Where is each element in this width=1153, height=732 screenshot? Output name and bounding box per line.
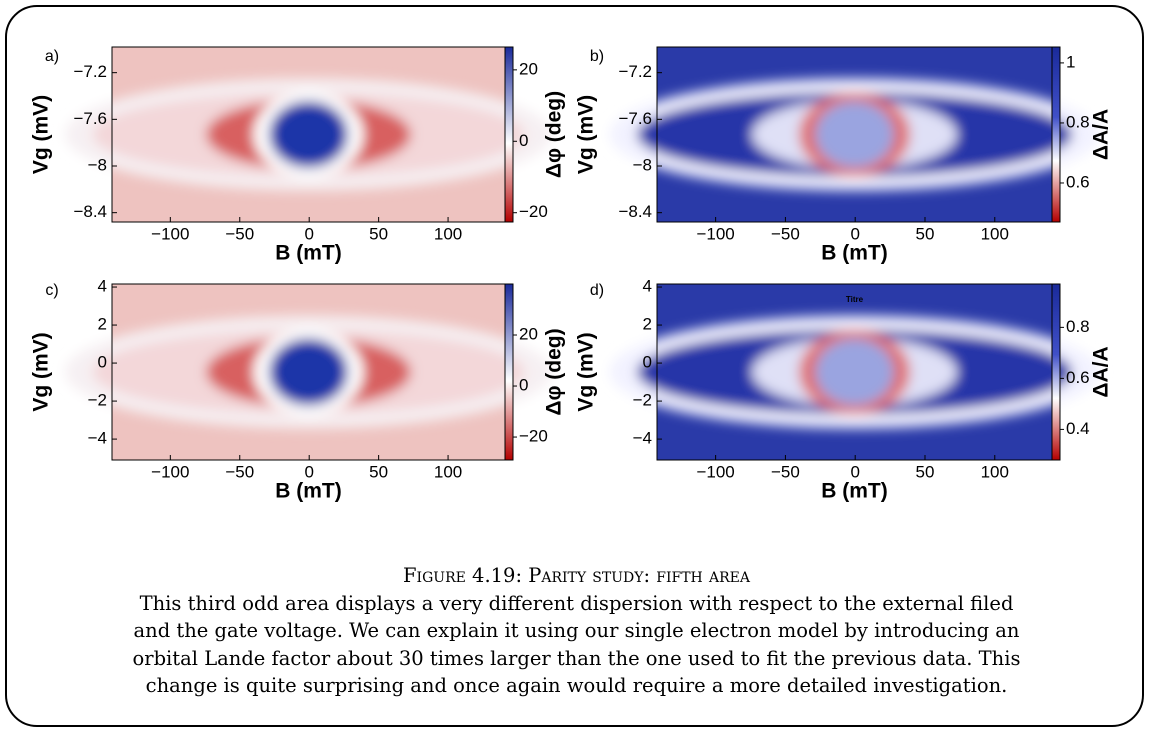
colorbar <box>504 283 514 461</box>
y-tick-label: 4 <box>98 277 107 296</box>
x-tick-label: −50 <box>225 224 254 243</box>
colorbar-label: Δφ (deg) <box>543 328 566 415</box>
x-axis-label: B (mT) <box>275 242 342 265</box>
y-tick-label: 2 <box>98 315 107 334</box>
x-tick-label: 0 <box>850 224 859 243</box>
colorbar-label: ΔA/A <box>1090 109 1113 160</box>
heatmap-center <box>269 338 348 406</box>
colorbar-tick-label: 0 <box>519 376 528 395</box>
y-tick-label: −7.6 <box>618 109 652 128</box>
panel-label: d) <box>590 282 604 299</box>
x-tick-label: 50 <box>369 462 388 481</box>
colorbar <box>1051 283 1061 461</box>
y-tick-label: −4 <box>88 429 107 448</box>
heatmap-center <box>815 338 894 406</box>
colorbar-tick-label: 1 <box>1066 52 1075 71</box>
panel: d) Titre −100 −50 0 50 100 4 2 0 −2 −4 B (mT) Vg (mV)… <box>575 277 1113 503</box>
y-tick-label: −8 <box>633 155 652 174</box>
panel-label: b) <box>590 48 604 65</box>
x-tick-label: 0 <box>304 224 313 243</box>
y-tick-label: −4 <box>633 429 652 448</box>
colorbar-tick-label: 0.4 <box>1066 419 1090 438</box>
x-tick-label: −50 <box>771 224 800 243</box>
figure: a)−100 −50 0 50 100−7.2−7.6−8−8.4B (mT)Vg (m… <box>30 46 1113 503</box>
y-tick-label: 0 <box>98 353 107 372</box>
y-tick-label: −8 <box>88 155 107 174</box>
x-tick-label: 50 <box>916 224 935 243</box>
y-tick-label: −2 <box>88 391 107 410</box>
heatmap-art <box>64 78 553 191</box>
y-tick-label: 2 <box>643 315 652 334</box>
x-tick-label: 0 <box>850 462 859 481</box>
y-tick-label: −8.4 <box>618 202 652 221</box>
panel-label: c) <box>45 282 58 299</box>
x-tick-label: 50 <box>916 462 935 481</box>
x-axis-label: B (mT) <box>821 480 888 503</box>
y-tick-label: −7.2 <box>73 62 107 81</box>
colorbar-tick-label: −20 <box>519 427 548 446</box>
heatmap-center <box>269 101 348 168</box>
heatmap-art <box>609 315 1100 429</box>
y-tick-label: −7.6 <box>73 109 107 128</box>
x-tick-label: −100 <box>151 224 189 243</box>
x-tick-label: 100 <box>981 462 1009 481</box>
x-tick-label: 0 <box>304 462 313 481</box>
panel-label: a) <box>45 48 59 65</box>
x-tick-label: −100 <box>696 224 734 243</box>
y-axis-label: Vg (mV) <box>575 332 598 411</box>
y-tick-label: −7.2 <box>618 62 652 81</box>
colorbar-tick-label: −20 <box>519 202 548 221</box>
plot-title: Titre <box>846 295 864 304</box>
y-tick-label: −8.4 <box>73 202 107 221</box>
heatmap-art <box>609 78 1100 191</box>
x-tick-label: 100 <box>434 462 462 481</box>
colorbar-tick-label: 0.6 <box>1066 368 1090 387</box>
colorbar-tick-label: 0.6 <box>1066 172 1090 191</box>
x-tick-label: 100 <box>981 224 1009 243</box>
x-tick-label: −50 <box>771 462 800 481</box>
x-tick-label: −50 <box>225 462 254 481</box>
y-tick-label: 0 <box>643 353 652 372</box>
colorbar-tick-label: 0 <box>519 131 528 150</box>
colorbar-tick-label: 0.8 <box>1066 317 1090 336</box>
frame <box>5 5 1144 727</box>
caption: Figure 4.19: Parity study: fifth area Thi… <box>130 562 1023 700</box>
caption-title: Figure 4.19: Parity study: fifth area <box>403 564 750 587</box>
y-tick-label: 4 <box>643 277 652 296</box>
y-tick-label: −2 <box>633 391 652 410</box>
x-axis-label: B (mT) <box>821 242 888 265</box>
caption-text: This third odd area displays a very diff… <box>132 591 1021 698</box>
colorbar-tick-label: 0.8 <box>1066 112 1090 131</box>
heatmap-art <box>64 315 553 429</box>
x-tick-label: −100 <box>151 462 189 481</box>
x-axis-label: B (mT) <box>275 480 342 503</box>
colorbar <box>1051 46 1061 223</box>
panel: a) −100 −50 0 50 100 −7.2 −7.6 −8 −8.4 B (mT) Vg (m… <box>30 46 566 265</box>
colorbar-label: ΔA/A <box>1090 346 1113 397</box>
y-axis-label: Vg (mV) <box>30 95 53 174</box>
panel: b) −100 −50 0 50 100 −7.2 −7.6 −8 −8.4 B (mT) Vg (m… <box>575 46 1113 265</box>
colorbar-tick-label: 20 <box>519 324 538 343</box>
y-axis-label: Vg (mV) <box>575 95 598 174</box>
colorbar-label: Δφ (deg) <box>543 91 566 178</box>
x-tick-label: −100 <box>696 462 734 481</box>
heatmap-center <box>815 101 894 168</box>
x-tick-label: 100 <box>434 224 462 243</box>
y-axis-label: Vg (mV) <box>30 332 53 411</box>
colorbar-tick-label: 20 <box>519 59 538 78</box>
x-tick-label: 50 <box>369 224 388 243</box>
colorbar <box>504 46 514 223</box>
